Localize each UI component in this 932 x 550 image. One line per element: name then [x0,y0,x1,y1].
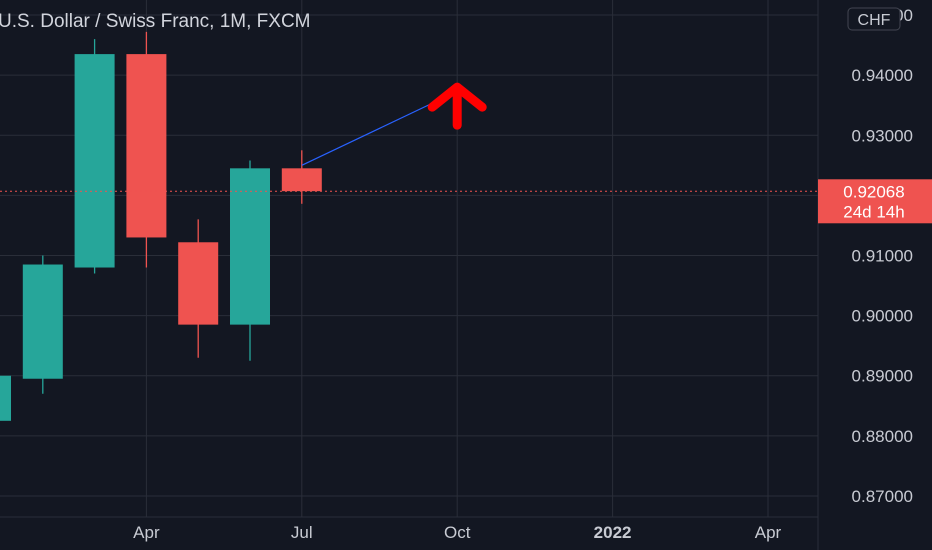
candle-body [22,264,63,379]
candle-body [281,168,322,192]
price-tick-label: 0.91000 [852,246,913,265]
candle-body [230,168,270,325]
time-tick-label: Apr [755,523,782,542]
candle-up [230,160,270,361]
time-tick-label: Apr [133,523,160,542]
candle-up [22,255,63,394]
price-tick-label: 0.90000 [852,307,913,326]
candle-body [126,54,167,238]
time-tick-label: 2022 [594,523,632,542]
candles [0,31,322,421]
candle-down [178,219,219,358]
price-tick-label: 0.94000 [852,66,913,85]
time-axis[interactable]: 21AprJulOct2022Apr [0,523,782,542]
time-tick-label: Jul [291,523,313,542]
time-tick-label: Oct [444,523,471,542]
current-price-label: 0.92068 24d 14h [818,179,932,224]
candle-down [281,150,322,204]
currency-badge[interactable]: CHF [847,7,901,31]
currency-badge-label: CHF [858,12,891,29]
price-tick-label: 0.88000 [852,427,913,446]
chart-title: U.S. Dollar / Swiss Franc, 1M, FXCM [0,11,311,32]
candle-down [126,31,167,268]
candle-up [74,39,115,274]
current-price-value: 0.92068 [843,182,904,201]
candle-body [0,375,11,421]
candle-up [0,375,11,421]
candle-body [178,242,219,325]
bar-countdown: 24d 14h [843,202,904,221]
price-tick-label: 0.89000 [852,367,913,386]
up-arrow-icon[interactable] [427,82,487,130]
price-tick-label: 0.93000 [852,126,913,145]
candle-body [74,54,115,268]
price-tick-label: 0.87000 [852,487,913,506]
price-axis[interactable]: 0.950000.940000.930000.920000.910000.900… [852,6,913,506]
